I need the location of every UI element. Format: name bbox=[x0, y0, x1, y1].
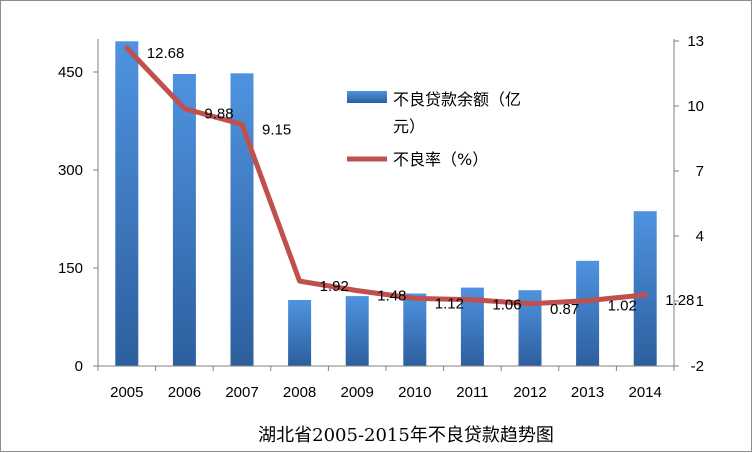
right-tick-label: 1 bbox=[696, 293, 704, 310]
x-tick-label: 2014 bbox=[629, 384, 662, 401]
right-tick-label: -2 bbox=[691, 358, 704, 375]
left-axis-ticks: 0 150 300 450 bbox=[58, 64, 98, 375]
x-tick-label: 2011 bbox=[456, 384, 488, 401]
left-tick-label: 0 bbox=[75, 358, 83, 375]
x-tick-label: 2008 bbox=[283, 384, 316, 401]
rate-label-2007: 9.15 bbox=[262, 121, 291, 138]
rate-line bbox=[124, 45, 648, 307]
x-tick-label: 2012 bbox=[513, 384, 546, 401]
right-axis-ticks: -2 1 4 7 10 13 bbox=[674, 33, 704, 375]
bar-2009 bbox=[345, 296, 369, 366]
bar-2010 bbox=[403, 293, 427, 366]
legend-bar-swatch bbox=[347, 91, 387, 103]
x-tick-label: 2010 bbox=[398, 384, 431, 401]
rate-label-2006: 9.88 bbox=[204, 106, 233, 123]
x-tick-label: 2006 bbox=[168, 384, 201, 401]
rate-label-2010: 1.12 bbox=[435, 295, 464, 312]
x-axis-ticks: 2005 2006 2007 2008 2009 2010 2011 2012 2013 2014 bbox=[97, 366, 675, 401]
x-tick-label: 2007 bbox=[225, 384, 258, 401]
bar-2007 bbox=[230, 73, 254, 367]
rate-data-labels: 12.68 9.88 9.15 1.92 1.48 1.12 1.06 0.87 1.02 1.2… bbox=[147, 45, 695, 318]
right-tick-label: 7 bbox=[696, 163, 704, 180]
rate-label-2013: 1.02 bbox=[608, 298, 637, 315]
x-tick-label: 2009 bbox=[341, 384, 374, 401]
rate-label-2009: 1.48 bbox=[377, 288, 406, 305]
bar-2011 bbox=[460, 287, 484, 366]
bar-2013 bbox=[576, 260, 600, 366]
bar-2014 bbox=[633, 211, 657, 366]
left-tick-label: 300 bbox=[58, 162, 83, 179]
right-tick-label: 4 bbox=[696, 228, 704, 245]
legend-line-label: 不良率（%） bbox=[393, 150, 488, 169]
bar-2008 bbox=[288, 300, 312, 366]
legend: 不良贷款余额（亿 元） 不良率（%） bbox=[347, 90, 521, 169]
legend-bar-label-line2: 元） bbox=[393, 117, 425, 136]
rate-label-2008: 1.92 bbox=[320, 278, 349, 295]
x-tick-label: 2005 bbox=[110, 384, 143, 401]
rate-label-2014: 1.28 bbox=[665, 292, 694, 309]
bar-2012 bbox=[518, 290, 542, 366]
right-tick-label: 10 bbox=[687, 98, 704, 115]
chart-title: 湖北省2005-2015年不良贷款趋势图 bbox=[258, 425, 554, 446]
x-tick-label: 2013 bbox=[571, 384, 604, 401]
left-tick-label: 450 bbox=[58, 64, 83, 81]
left-tick-label: 150 bbox=[58, 260, 83, 277]
bar-2005 bbox=[115, 41, 139, 367]
rate-label-2012: 0.87 bbox=[550, 301, 579, 318]
legend-bar-label-line1: 不良贷款余额（亿 bbox=[393, 90, 521, 109]
right-tick-label: 13 bbox=[687, 33, 704, 50]
rate-label-2005: 12.68 bbox=[147, 45, 185, 62]
bar-series bbox=[115, 41, 657, 367]
rate-label-2011: 1.06 bbox=[492, 297, 521, 314]
bar-2006 bbox=[172, 74, 196, 366]
